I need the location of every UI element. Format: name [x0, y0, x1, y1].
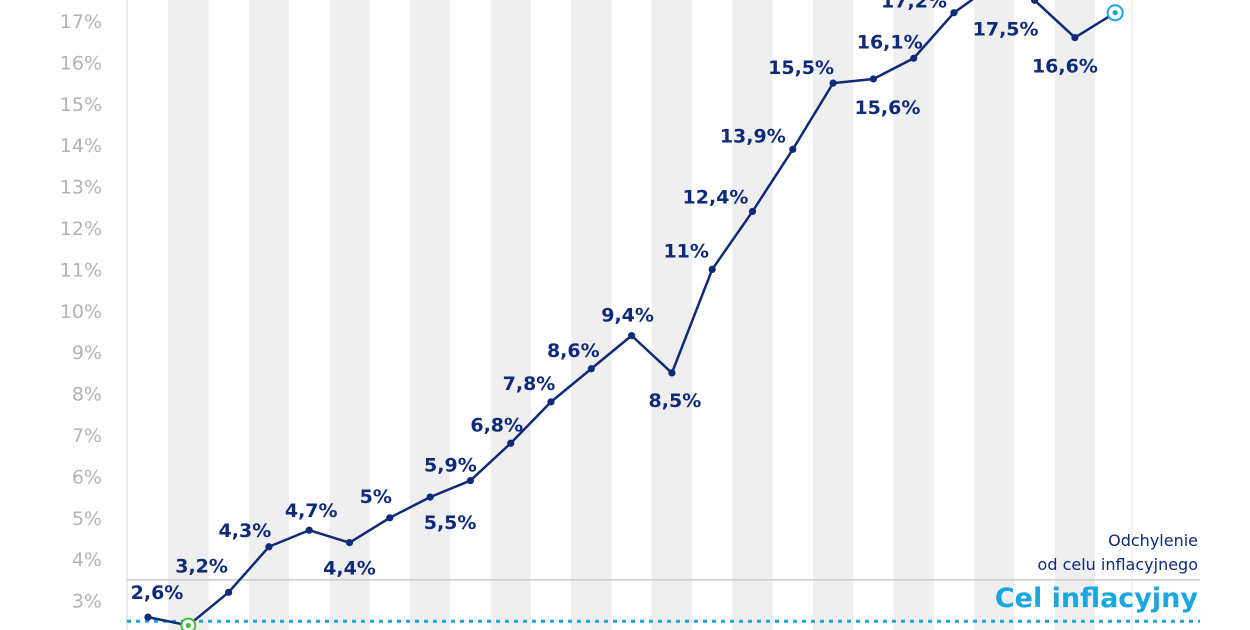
- data-label: 4,4%: [323, 558, 376, 580]
- background-stripe: [329, 0, 370, 630]
- data-point: [547, 398, 555, 406]
- data-label: 12,4%: [683, 186, 749, 208]
- y-tick-label: 17%: [60, 11, 102, 33]
- data-label: 3,2%: [175, 555, 228, 577]
- data-label: 8,5%: [649, 390, 702, 412]
- y-axis: 3% 4% 5% 6% 7% 8% 9% 10% 11% 12% 13% 14% 15% 16% 17%: [60, 11, 102, 613]
- y-tick-label: 3%: [72, 591, 102, 613]
- data-label: 9,4%: [601, 305, 654, 327]
- data-point: [950, 9, 958, 17]
- data-point: [587, 365, 595, 373]
- start-point-marker: [185, 622, 191, 629]
- y-tick-label: 10%: [60, 301, 102, 323]
- data-label: 17,2%: [881, 0, 947, 13]
- y-tick-label: 5%: [72, 508, 102, 530]
- data-point: [265, 543, 273, 551]
- annotations: Odchylenie od celu inflacyjnego Cel infl…: [995, 531, 1199, 614]
- data-label: 4,3%: [219, 520, 272, 542]
- data-label: 2,6%: [131, 582, 184, 604]
- data-label: 6,8%: [470, 414, 523, 436]
- data-point: [507, 439, 515, 447]
- reference-lines: [127, 579, 1200, 623]
- data-label: 15,6%: [854, 97, 920, 119]
- y-tick-label: 7%: [72, 425, 102, 447]
- data-point: [345, 539, 354, 547]
- data-point: [225, 588, 233, 596]
- background-stripe: [732, 0, 773, 630]
- background-stripe: [812, 0, 854, 630]
- y-tick-label: 14%: [60, 135, 102, 157]
- y-tick-label: 15%: [60, 94, 102, 116]
- data-label: 16,1%: [857, 31, 923, 53]
- data-label: 8,6%: [547, 340, 600, 362]
- background-stripe: [168, 0, 209, 630]
- background-stripe: [571, 0, 612, 630]
- background-stripes: [126, 0, 1133, 630]
- data-point: [789, 145, 797, 153]
- y-tick-label: 16%: [60, 52, 102, 74]
- data-point: [668, 369, 676, 377]
- target-annotation: Cel inflacyjny: [995, 583, 1199, 614]
- deviation-annotation-line2: od celu inflacyjnego: [1038, 555, 1198, 574]
- data-point: [628, 332, 636, 340]
- data-point: [305, 526, 313, 534]
- y-tick-label: 8%: [72, 384, 102, 406]
- data-point: [829, 79, 837, 87]
- background-stripe: [409, 0, 451, 630]
- series-group: [144, 0, 1124, 630]
- y-tick-label: 9%: [72, 342, 102, 364]
- data-point: [708, 265, 716, 273]
- data-label: 15,5%: [768, 57, 834, 79]
- data-label: 4,7%: [285, 500, 338, 522]
- y-tick-label: 12%: [60, 218, 102, 240]
- data-labels: 2,6% 3,2% 4,3% 4,7% 4,4% 5% 5,5% 5,9% 6,8% 7,8% 8,…: [131, 0, 1098, 604]
- data-point: [748, 207, 757, 216]
- data-point: [426, 493, 434, 501]
- end-point-marker: [1112, 10, 1118, 16]
- background-stripe: [1054, 0, 1096, 630]
- background-stripe: [248, 0, 290, 630]
- data-label: 7,8%: [503, 373, 556, 395]
- data-label: 5,9%: [424, 455, 477, 477]
- data-label: 5,5%: [424, 512, 477, 534]
- data-label: 11%: [663, 240, 708, 262]
- y-tick-label: 6%: [72, 466, 102, 488]
- data-point: [1031, 0, 1039, 4]
- background-stripe: [974, 0, 1015, 630]
- data-point: [910, 54, 918, 62]
- data-label: 17,5%: [973, 18, 1039, 40]
- y-tick-label: 13%: [60, 177, 102, 199]
- data-label: 5%: [360, 486, 392, 508]
- data-point: [1071, 33, 1079, 42]
- y-tick-label: 4%: [72, 549, 102, 571]
- data-point: [466, 476, 474, 485]
- y-tick-label: 11%: [60, 259, 102, 281]
- data-point: [869, 75, 878, 83]
- data-label: 13,9%: [720, 125, 786, 147]
- data-point: [144, 613, 152, 621]
- data-point: [386, 514, 394, 522]
- background-stripe: [651, 0, 693, 630]
- background-stripe: [893, 0, 934, 630]
- deviation-annotation-line1: Odchylenie: [1108, 531, 1198, 550]
- background-stripe: [490, 0, 531, 630]
- data-label: 16,6%: [1032, 56, 1098, 78]
